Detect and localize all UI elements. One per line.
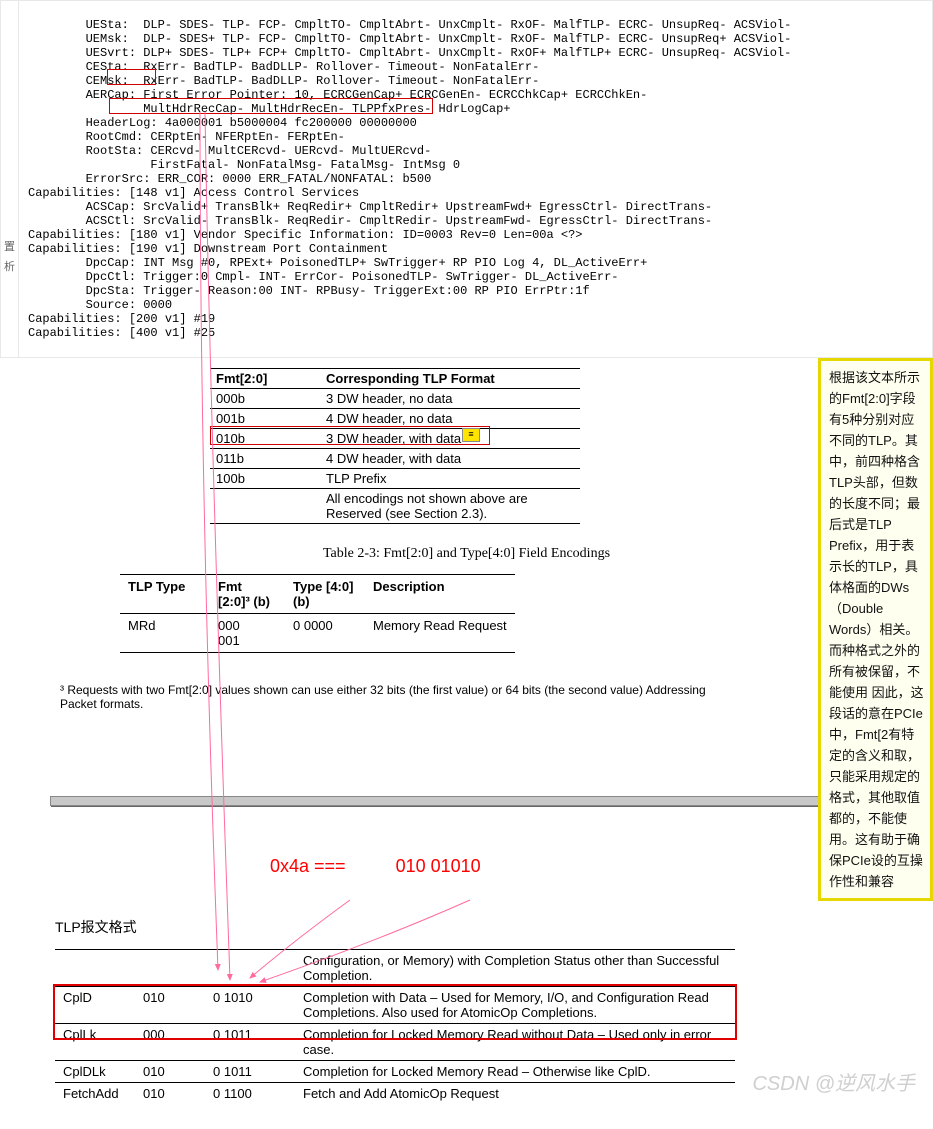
terminal-window: 置 析 UESta: DLP- SDES- TLP- FCP- CmpltTO-… <box>0 0 933 358</box>
terminal-text: UESta: DLP- SDES- TLP- FCP- CmpltTO- Cmp… <box>28 18 927 340</box>
document-area: Fmt[2:0]Corresponding TLP Format000b3 DW… <box>0 358 933 1104</box>
equation-right: 010 01010 <box>396 856 481 876</box>
gutter-icon: 置 <box>1 236 18 256</box>
type-table: TLP TypeFmt [2:0]³ (b)Type [4:0] (b)Desc… <box>120 574 515 653</box>
tlp-table-wrap: Configuration, or Memory) with Completio… <box>55 949 735 1104</box>
fmt-table: Fmt[2:0]Corresponding TLP Format000b3 DW… <box>210 368 580 524</box>
type-table-wrap: TLP TypeFmt [2:0]³ (b)Type [4:0] (b)Desc… <box>120 574 690 653</box>
page-number: 75 <box>0 741 873 756</box>
footnote: ³ Requests with two Fmt[2:0] values show… <box>60 683 710 711</box>
fmt-table-wrap: Fmt[2:0]Corresponding TLP Format000b3 DW… <box>210 368 580 524</box>
section-label: TLP报文格式 <box>55 917 933 937</box>
gutter-icon: 析 <box>1 256 18 276</box>
equation-left: 0x4a === <box>270 856 346 876</box>
footnote-text: ³ Requests with two Fmt[2:0] values show… <box>60 683 706 711</box>
terminal-gutter: 置 析 <box>1 1 19 357</box>
tlp-table: Configuration, or Memory) with Completio… <box>55 949 735 1104</box>
side-note: 根据该文本所示的Fmt[2:0]字段有5种分别对应不同的TLP。其中，前四种格含… <box>818 358 933 901</box>
horizontal-rule <box>50 796 883 806</box>
table-caption: Table 2-3: Fmt[2:0] and Type[4:0] Field … <box>0 546 933 562</box>
